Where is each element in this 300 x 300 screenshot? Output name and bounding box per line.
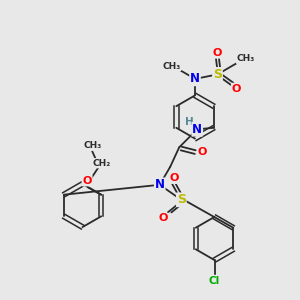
Text: N: N — [192, 123, 202, 136]
Text: O: O — [232, 83, 241, 94]
Text: O: O — [213, 48, 222, 58]
Text: O: O — [159, 213, 168, 224]
Text: CH₃: CH₃ — [83, 141, 101, 150]
Text: CH₂: CH₂ — [92, 159, 110, 168]
Text: O: O — [82, 176, 92, 186]
Text: H: H — [185, 117, 194, 127]
Text: O: O — [169, 173, 178, 183]
Text: N: N — [190, 72, 200, 86]
Text: O: O — [198, 147, 207, 157]
Text: N: N — [155, 178, 165, 191]
Text: S: S — [213, 68, 222, 81]
Text: CH₃: CH₃ — [163, 61, 181, 70]
Text: CH₃: CH₃ — [237, 54, 255, 63]
Text: S: S — [177, 193, 186, 206]
Text: Cl: Cl — [209, 275, 220, 286]
